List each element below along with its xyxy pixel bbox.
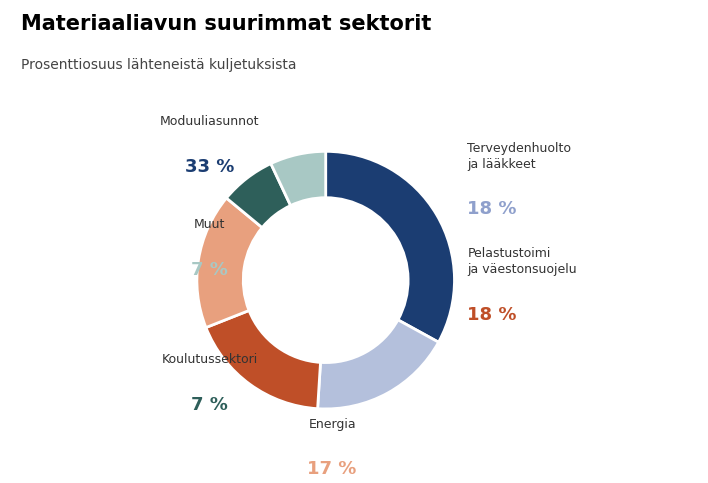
Text: 7 %: 7 % [191,261,228,279]
Text: Prosenttiosuus lähteneistä kuljetuksista: Prosenttiosuus lähteneistä kuljetuksista [21,58,297,72]
Text: 33 %: 33 % [185,158,234,176]
Text: Terveydenhuolto
ja lääkkeet: Terveydenhuolto ja lääkkeet [467,142,571,170]
Wedge shape [326,151,455,342]
Text: 7 %: 7 % [191,396,228,414]
Wedge shape [206,311,321,409]
Text: Pelastustoimi
ja väestonsuojelu: Pelastustoimi ja väestonsuojelu [467,247,577,276]
Text: Koulutussektori: Koulutussektori [161,354,258,367]
Text: 18 %: 18 % [467,306,517,324]
Text: 17 %: 17 % [307,460,357,479]
Wedge shape [271,151,326,206]
Text: Energia: Energia [308,418,356,431]
Wedge shape [227,164,290,227]
Text: Moduuliasunnot: Moduuliasunnot [160,115,260,128]
Wedge shape [197,198,262,327]
Text: Materiaaliavun suurimmat sektorit: Materiaaliavun suurimmat sektorit [21,14,432,34]
Text: 18 %: 18 % [467,200,517,218]
Text: Muut: Muut [194,218,225,231]
Wedge shape [318,320,438,409]
